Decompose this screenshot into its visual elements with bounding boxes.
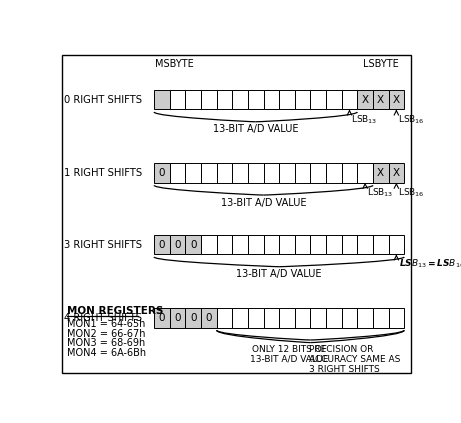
Bar xyxy=(264,308,279,327)
Text: X: X xyxy=(377,168,384,178)
Bar xyxy=(185,308,201,327)
Text: X: X xyxy=(361,95,369,104)
Text: 0: 0 xyxy=(174,313,181,323)
Bar xyxy=(248,163,264,183)
Bar xyxy=(326,90,342,110)
Bar xyxy=(279,163,295,183)
Bar xyxy=(326,308,342,327)
Text: MON REGISTERS: MON REGISTERS xyxy=(66,306,163,316)
Bar xyxy=(185,163,201,183)
Text: 0: 0 xyxy=(174,239,181,250)
Text: X: X xyxy=(393,95,400,104)
Bar xyxy=(264,163,279,183)
Bar xyxy=(248,308,264,327)
Bar xyxy=(389,235,404,254)
Bar xyxy=(201,163,217,183)
Bar xyxy=(310,308,326,327)
Text: 13-BIT A/D VALUE: 13-BIT A/D VALUE xyxy=(213,124,298,135)
Text: MON1 = 64-65h: MON1 = 64-65h xyxy=(66,319,145,329)
Bar xyxy=(217,308,232,327)
Bar xyxy=(373,90,389,110)
Text: $\boldsymbol{LSB_{13} = LSB_{16}}$: $\boldsymbol{LSB_{13} = LSB_{16}}$ xyxy=(399,258,461,270)
Text: LSB$_{16}$: LSB$_{16}$ xyxy=(398,187,425,199)
Text: ONLY 12 BITS OF
13-BIT A/D VALUE: ONLY 12 BITS OF 13-BIT A/D VALUE xyxy=(250,345,328,364)
Text: 4 RIGHT SHIFTS: 4 RIGHT SHIFTS xyxy=(64,313,142,323)
Text: 0 RIGHT SHIFTS: 0 RIGHT SHIFTS xyxy=(64,95,142,104)
Bar xyxy=(373,308,389,327)
Bar xyxy=(170,235,185,254)
Bar xyxy=(373,163,389,183)
Bar xyxy=(310,235,326,254)
Text: MON4 = 6A-6Bh: MON4 = 6A-6Bh xyxy=(66,348,146,358)
Bar xyxy=(342,308,357,327)
Text: 3 RIGHT SHIFTS: 3 RIGHT SHIFTS xyxy=(64,239,142,250)
Text: LSB$_{13}$: LSB$_{13}$ xyxy=(351,113,378,126)
Text: LSB$_{16}$: LSB$_{16}$ xyxy=(398,113,425,126)
Bar xyxy=(232,308,248,327)
Text: X: X xyxy=(377,95,384,104)
Text: LSB$_{13}$: LSB$_{13}$ xyxy=(367,187,393,199)
Bar xyxy=(295,308,310,327)
Bar xyxy=(326,235,342,254)
Text: 13-BIT A/D VALUE: 13-BIT A/D VALUE xyxy=(221,198,306,208)
Bar xyxy=(154,163,170,183)
Bar xyxy=(326,163,342,183)
Text: 0: 0 xyxy=(190,239,196,250)
Bar xyxy=(154,235,170,254)
Text: 0: 0 xyxy=(159,313,165,323)
Bar xyxy=(201,235,217,254)
Bar xyxy=(357,90,373,110)
Text: 0: 0 xyxy=(206,313,212,323)
Text: 0: 0 xyxy=(190,313,196,323)
Bar xyxy=(342,163,357,183)
Bar xyxy=(170,308,185,327)
Text: LSBYTE: LSBYTE xyxy=(363,59,399,69)
Text: 1 RIGHT SHIFTS: 1 RIGHT SHIFTS xyxy=(64,168,142,178)
Bar xyxy=(279,235,295,254)
Bar xyxy=(295,235,310,254)
Bar xyxy=(279,308,295,327)
Bar xyxy=(170,163,185,183)
Bar xyxy=(389,308,404,327)
Bar xyxy=(342,235,357,254)
Bar xyxy=(389,163,404,183)
Bar xyxy=(185,90,201,110)
Bar xyxy=(295,90,310,110)
Text: 13-BIT A/D VALUE: 13-BIT A/D VALUE xyxy=(236,269,322,279)
Bar xyxy=(232,235,248,254)
Bar xyxy=(232,90,248,110)
Text: 0: 0 xyxy=(159,239,165,250)
Bar xyxy=(170,90,185,110)
Text: MSBYTE: MSBYTE xyxy=(155,59,194,69)
Text: PRECISION OR
ACCURACY SAME AS
3 RIGHT SHIFTS: PRECISION OR ACCURACY SAME AS 3 RIGHT SH… xyxy=(309,345,401,374)
Bar xyxy=(279,90,295,110)
Bar xyxy=(389,90,404,110)
Bar xyxy=(342,90,357,110)
Bar xyxy=(248,90,264,110)
Bar xyxy=(310,163,326,183)
Bar xyxy=(217,235,232,254)
Bar xyxy=(264,90,279,110)
Bar xyxy=(232,163,248,183)
Text: MON3 = 68-69h: MON3 = 68-69h xyxy=(66,338,145,349)
Bar xyxy=(310,90,326,110)
Bar xyxy=(217,163,232,183)
Bar xyxy=(185,235,201,254)
Bar xyxy=(201,308,217,327)
Bar xyxy=(217,90,232,110)
Text: MON2 = 66-67h: MON2 = 66-67h xyxy=(66,329,145,338)
Text: 0: 0 xyxy=(159,168,165,178)
Bar xyxy=(357,163,373,183)
Bar xyxy=(264,235,279,254)
Bar xyxy=(357,235,373,254)
Bar xyxy=(295,163,310,183)
Bar xyxy=(154,90,170,110)
Bar xyxy=(154,308,170,327)
Bar xyxy=(248,235,264,254)
Bar xyxy=(201,90,217,110)
Text: X: X xyxy=(393,168,400,178)
Bar xyxy=(373,235,389,254)
Bar xyxy=(357,308,373,327)
